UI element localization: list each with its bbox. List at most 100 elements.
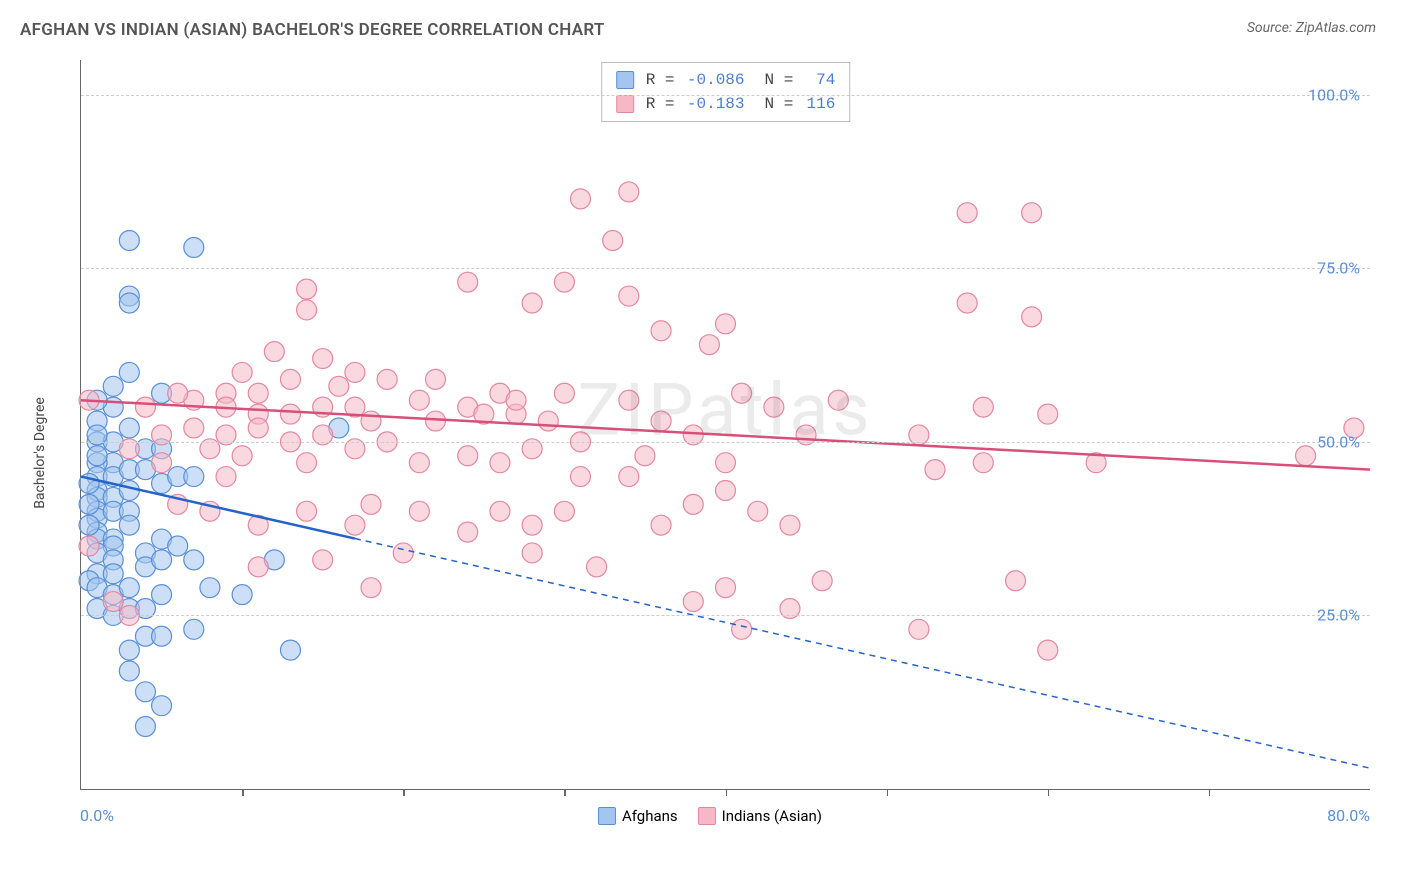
x-tick: [726, 789, 728, 796]
scatter-point: [297, 453, 317, 473]
scatter-point: [297, 279, 317, 299]
scatter-point: [248, 383, 268, 403]
legend-item: Indians (Asian): [698, 807, 822, 825]
legend-item: Afghans: [598, 807, 678, 825]
scatter-point: [168, 536, 188, 556]
scatter-point: [297, 501, 317, 521]
scatter-point: [554, 272, 574, 292]
scatter-point: [425, 369, 445, 389]
scatter-point: [716, 314, 736, 334]
scatter-point: [345, 362, 365, 382]
scatter-point: [1038, 640, 1058, 660]
scatter-point: [393, 543, 413, 563]
scatter-point: [1038, 404, 1058, 424]
scatter-point: [619, 390, 639, 410]
series-legend: Afghans Indians (Asian): [598, 807, 822, 825]
gridline: [81, 442, 1370, 443]
scatter-point: [716, 578, 736, 598]
scatter-point: [603, 231, 623, 251]
legend-swatch: [598, 807, 616, 825]
correlation-legend: R =-0.086N =74R =-0.183N =116: [601, 62, 851, 122]
x-tick: [887, 789, 889, 796]
scatter-point: [587, 557, 607, 577]
x-tick: [242, 789, 244, 796]
scatter-point: [119, 480, 139, 500]
scatter-point: [732, 383, 752, 403]
scatter-point: [313, 349, 333, 369]
scatter-point: [345, 515, 365, 535]
x-tick: [1209, 789, 1211, 796]
chart-area: Bachelor's Degree ZIPatlas R =-0.086N =7…: [50, 60, 1370, 830]
scatter-point: [184, 418, 204, 438]
source-label: Source: ZipAtlas.com: [1247, 20, 1376, 36]
gridline: [81, 615, 1370, 616]
scatter-point: [103, 376, 123, 396]
scatter-point: [361, 494, 381, 514]
y-tick-label: 100.0%: [1308, 85, 1360, 104]
scatter-point: [490, 453, 510, 473]
scatter-point: [538, 411, 558, 431]
legend-swatch: [616, 95, 634, 113]
scatter-point: [748, 501, 768, 521]
legend-label: Indians (Asian): [722, 807, 822, 825]
scatter-point: [458, 446, 478, 466]
scatter-point: [732, 619, 752, 639]
scatter-point: [200, 578, 220, 598]
scatter-point: [619, 286, 639, 306]
scatter-point: [119, 231, 139, 251]
scatter-point: [248, 557, 268, 577]
r-label: R =: [646, 68, 675, 92]
scatter-point: [683, 494, 703, 514]
scatter-point: [79, 536, 99, 556]
scatter-point: [828, 390, 848, 410]
scatter-point: [570, 467, 590, 487]
scatter-point: [264, 342, 284, 362]
scatter-point: [103, 564, 123, 584]
scatter-point: [79, 515, 99, 535]
scatter-point: [458, 522, 478, 542]
scatter-point: [297, 300, 317, 320]
scatter-point: [119, 578, 139, 598]
scatter-point: [184, 619, 204, 639]
scatter-point: [973, 453, 993, 473]
n-value: 74: [801, 68, 835, 92]
scatter-point: [119, 418, 139, 438]
plot-svg: [81, 60, 1370, 789]
scatter-point: [119, 640, 139, 660]
scatter-point: [651, 411, 671, 431]
scatter-point: [780, 515, 800, 535]
scatter-point: [506, 390, 526, 410]
scatter-point: [716, 453, 736, 473]
scatter-point: [232, 585, 252, 605]
scatter-point: [152, 550, 172, 570]
scatter-point: [425, 411, 445, 431]
scatter-point: [119, 661, 139, 681]
regression-line-dashed: [355, 539, 1370, 769]
correlation-legend-row: R =-0.086N =74: [616, 68, 836, 92]
scatter-point: [570, 189, 590, 209]
x-tick: [564, 789, 566, 796]
scatter-point: [1006, 571, 1026, 591]
scatter-point: [168, 383, 188, 403]
scatter-point: [522, 515, 542, 535]
scatter-point: [280, 640, 300, 660]
scatter-point: [329, 376, 349, 396]
scatter-point: [152, 696, 172, 716]
legend-swatch: [698, 807, 716, 825]
scatter-point: [409, 501, 429, 521]
scatter-point: [683, 592, 703, 612]
scatter-point: [619, 182, 639, 202]
scatter-point: [232, 362, 252, 382]
scatter-point: [280, 404, 300, 424]
scatter-point: [716, 480, 736, 500]
scatter-point: [313, 550, 333, 570]
scatter-point: [522, 543, 542, 563]
y-tick-label: 75.0%: [1317, 259, 1360, 278]
gridline: [81, 268, 1370, 269]
scatter-point: [957, 203, 977, 223]
scatter-point: [87, 446, 107, 466]
scatter-point: [184, 467, 204, 487]
scatter-point: [409, 453, 429, 473]
scatter-point: [812, 571, 832, 591]
scatter-point: [409, 390, 429, 410]
